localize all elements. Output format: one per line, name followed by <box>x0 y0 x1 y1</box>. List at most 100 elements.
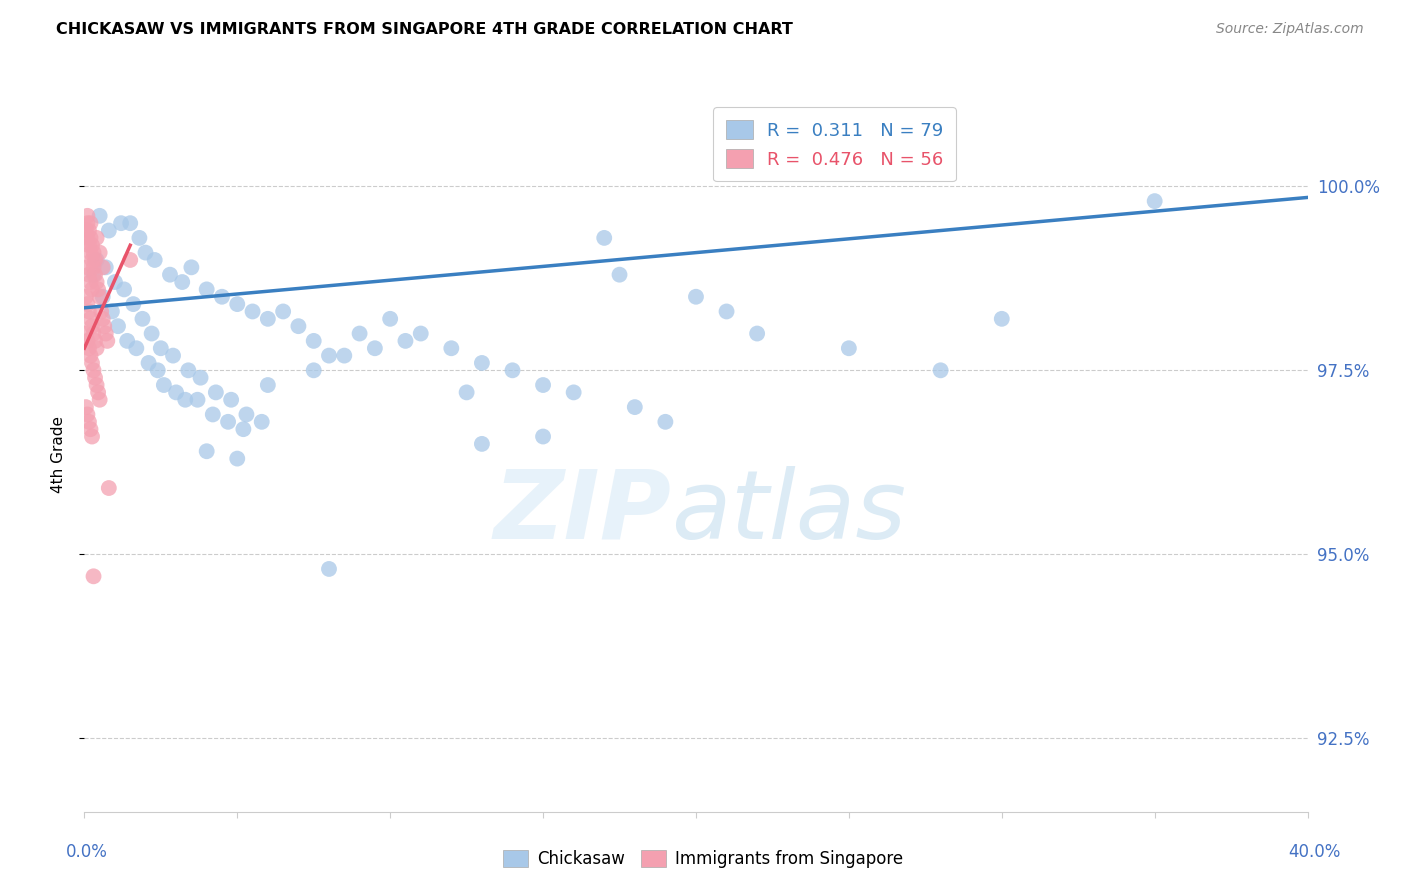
Point <box>201 408 224 422</box>
Point <box>654 415 676 429</box>
Point <box>333 349 356 363</box>
Point <box>83 569 105 583</box>
Point <box>89 392 111 407</box>
Point <box>79 231 101 245</box>
Point <box>120 216 142 230</box>
Point <box>257 311 280 326</box>
Legend: Chickasaw, Immigrants from Singapore: Chickasaw, Immigrants from Singapore <box>496 843 910 875</box>
Point <box>79 349 101 363</box>
Point <box>685 290 707 304</box>
Point <box>149 341 172 355</box>
Point <box>76 216 98 230</box>
Point <box>80 319 103 334</box>
Point <box>110 216 132 230</box>
Point <box>456 385 478 400</box>
Point <box>91 311 114 326</box>
Point <box>79 422 101 436</box>
Point <box>271 304 294 318</box>
Point <box>87 385 110 400</box>
Point <box>716 304 738 318</box>
Point <box>75 223 97 237</box>
Point <box>287 319 309 334</box>
Point <box>79 216 101 230</box>
Point <box>97 481 120 495</box>
Point <box>80 429 103 443</box>
Point <box>226 451 249 466</box>
Point <box>75 400 97 414</box>
Point <box>76 408 98 422</box>
Point <box>838 341 860 355</box>
Point <box>172 275 194 289</box>
Point <box>138 356 160 370</box>
Point <box>143 252 166 267</box>
Point <box>747 326 769 341</box>
Point <box>77 223 100 237</box>
Point <box>84 334 107 348</box>
Point <box>131 311 153 326</box>
Point <box>177 363 200 377</box>
Point <box>75 326 97 341</box>
Point <box>76 334 98 348</box>
Point <box>531 378 554 392</box>
Point <box>94 326 117 341</box>
Point <box>180 260 202 275</box>
Point <box>83 326 105 341</box>
Point <box>107 319 129 334</box>
Point <box>83 363 105 377</box>
Point <box>1143 194 1166 208</box>
Point <box>122 297 145 311</box>
Point <box>165 385 187 400</box>
Point <box>349 326 371 341</box>
Point <box>471 356 494 370</box>
Point <box>242 304 264 318</box>
Point <box>77 238 100 252</box>
Point <box>128 231 150 245</box>
Point <box>112 282 135 296</box>
Point <box>195 444 218 458</box>
Point <box>83 245 105 260</box>
Point <box>76 260 98 275</box>
Text: ZIP: ZIP <box>494 466 672 558</box>
Point <box>205 385 228 400</box>
Point <box>120 252 142 267</box>
Point <box>75 290 97 304</box>
Point <box>83 260 105 275</box>
Point <box>79 245 101 260</box>
Point <box>609 268 631 282</box>
Point <box>80 356 103 370</box>
Point <box>409 326 432 341</box>
Point <box>195 282 218 296</box>
Point <box>104 275 127 289</box>
Point <box>86 378 108 392</box>
Point <box>77 304 100 318</box>
Point <box>380 311 402 326</box>
Legend: R =  0.311   N = 79, R =  0.476   N = 56: R = 0.311 N = 79, R = 0.476 N = 56 <box>713 107 956 181</box>
Point <box>211 290 233 304</box>
Point <box>77 341 100 355</box>
Point <box>364 341 387 355</box>
Point <box>562 385 585 400</box>
Y-axis label: 4th Grade: 4th Grade <box>51 417 66 493</box>
Point <box>991 311 1014 326</box>
Point <box>624 400 647 414</box>
Point <box>440 341 463 355</box>
Point <box>186 392 208 407</box>
Point <box>226 297 249 311</box>
Point <box>79 311 101 326</box>
Point <box>394 334 416 348</box>
Point <box>77 415 100 429</box>
Point <box>89 245 111 260</box>
Point <box>217 415 239 429</box>
Point <box>80 238 103 252</box>
Point <box>219 392 242 407</box>
Point <box>79 275 101 289</box>
Point <box>162 349 184 363</box>
Point <box>84 252 107 267</box>
Point <box>91 290 114 304</box>
Point <box>76 231 98 245</box>
Point <box>125 341 148 355</box>
Point <box>135 245 157 260</box>
Point <box>302 334 325 348</box>
Text: CHICKASAW VS IMMIGRANTS FROM SINGAPORE 4TH GRADE CORRELATION CHART: CHICKASAW VS IMMIGRANTS FROM SINGAPORE 4… <box>56 22 793 37</box>
Point <box>86 252 108 267</box>
